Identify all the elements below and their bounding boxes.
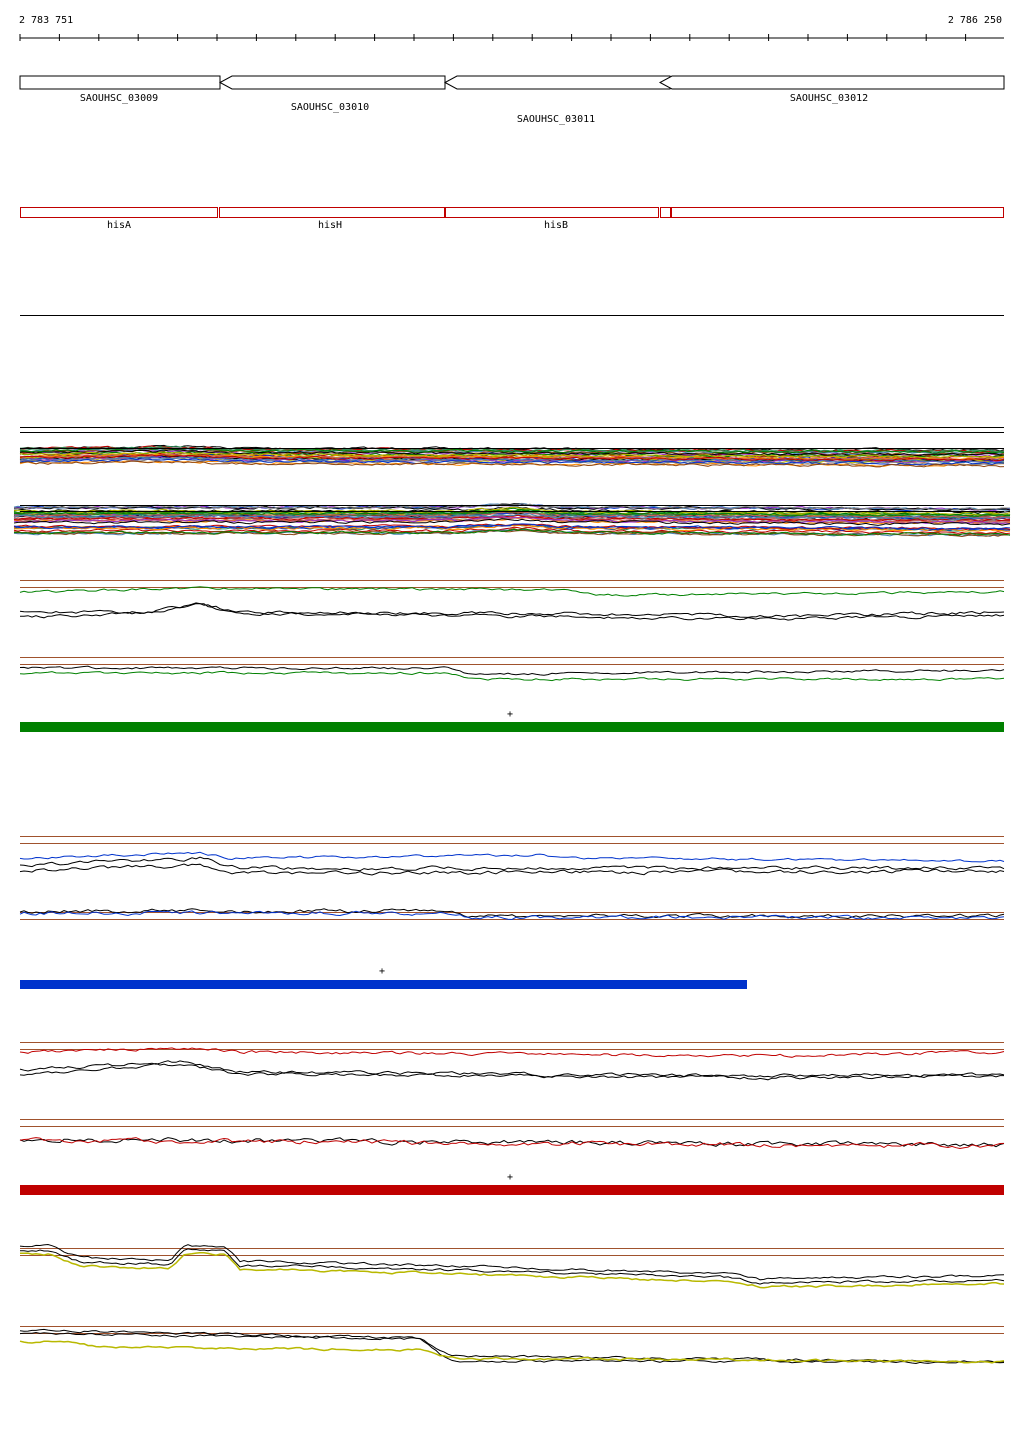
coverage-trace: [13, 526, 1011, 535]
feature-box: [445, 207, 659, 218]
coverage-trace: [19, 670, 1005, 682]
coverage-trace: [19, 856, 1005, 872]
coverage-trace: [19, 1243, 1005, 1281]
coverage-trace: [19, 454, 1005, 462]
coverage-trace: [13, 518, 1011, 526]
coverage-trace: [19, 460, 1005, 468]
coverage-trace: [19, 449, 1005, 457]
coverage-trace: [13, 528, 1011, 536]
coverage-trace: [19, 1251, 1005, 1289]
coverage-trace: [19, 1060, 1005, 1078]
feature-track: [20, 207, 1004, 218]
coverage-trace: [19, 863, 1005, 876]
coverage-bar: [20, 1185, 1004, 1195]
gene-label: SAOUHSC_03009: [80, 93, 158, 104]
trace-layer: [13, 444, 1011, 1365]
gene-label: SAOUHSC_03010: [291, 102, 369, 113]
coverage-trace: [19, 447, 1005, 454]
coverage-trace: [19, 665, 1005, 676]
feature-label: hisA: [107, 220, 131, 231]
strand-marker: +: [379, 966, 385, 977]
ruler-start: 2 783 751: [19, 15, 73, 26]
gene-label: SAOUHSC_03011: [517, 114, 595, 125]
coverage-trace: [19, 1047, 1005, 1058]
gene-box: [19, 75, 221, 90]
coverage-trace: [19, 910, 1005, 921]
strand-marker: +: [507, 709, 513, 720]
coverage-trace: [19, 586, 1005, 597]
coverage-trace: [19, 1331, 1005, 1365]
ruler-end: 2 786 250: [948, 15, 1002, 26]
strand-marker: +: [507, 1172, 513, 1183]
coverage-trace: [19, 456, 1005, 464]
feature-box: [219, 207, 445, 218]
gene-arrow: [658, 75, 1005, 90]
coverage-trace: [19, 851, 1005, 863]
feature-label: hisH: [318, 220, 342, 231]
coverage-trace: [13, 524, 1011, 532]
coverage-trace: [19, 1340, 1005, 1364]
gene-label: SAOUHSC_03012: [790, 93, 868, 104]
gene-track: [19, 75, 1005, 90]
gene-arrow: [443, 75, 671, 90]
coverage-trace: [13, 516, 1011, 525]
feature-box: [671, 207, 1004, 218]
coverage-trace: [19, 602, 1005, 618]
coverage-trace: [13, 523, 1011, 531]
gene-arrow: [218, 75, 446, 90]
coverage-trace: [13, 516, 1011, 525]
coverage-trace: [19, 451, 1005, 459]
coverage-trace: [19, 1248, 1005, 1285]
coverage-trace: [19, 1137, 1005, 1150]
feature-box: [660, 207, 671, 218]
coverage-trace: [19, 458, 1005, 466]
feature-label: hisB: [544, 220, 568, 231]
coverage-bar: [20, 722, 1004, 732]
coverage-trace: [19, 1062, 1004, 1081]
coverage-trace: [19, 1137, 1005, 1148]
feature-box: [20, 207, 218, 218]
coverage-bar: [20, 980, 747, 989]
coverage-trace: [20, 603, 1005, 621]
coverage-trace: [19, 908, 1005, 920]
coverage-trace: [13, 513, 1011, 521]
